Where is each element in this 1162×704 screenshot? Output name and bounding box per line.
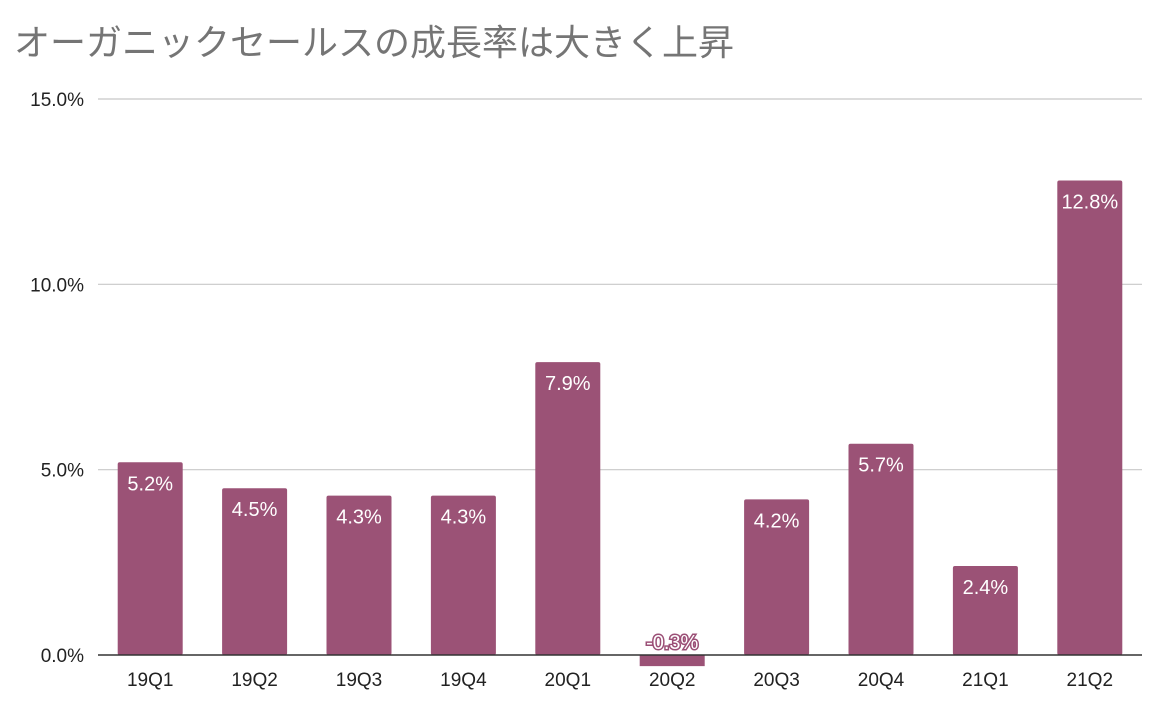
x-tick-label: 19Q4 [440, 670, 487, 691]
data-label: 4.2% [754, 510, 800, 532]
x-tick-label: 21Q1 [962, 670, 1008, 691]
x-tick-label: 20Q1 [545, 670, 591, 691]
bars [117, 180, 1123, 667]
y-tick-label: 10.0% [30, 275, 84, 296]
chart-title: オーガニックセールスの成長率は大きく上昇 [14, 23, 735, 64]
bar [639, 655, 705, 667]
bar [326, 495, 392, 655]
x-tick-label: 19Q3 [336, 670, 382, 691]
x-tick-label: 20Q2 [649, 670, 695, 691]
x-tick-label: 19Q2 [231, 670, 277, 691]
x-tick-label: 21Q2 [1067, 670, 1113, 691]
bar [848, 443, 914, 655]
x-tick-label: 20Q4 [858, 670, 905, 691]
data-label: 4.5% [232, 499, 278, 521]
data-label: 4.3% [441, 507, 487, 529]
bar [535, 362, 601, 655]
data-label: 7.9% [545, 373, 591, 395]
x-tick-label: 19Q1 [127, 670, 173, 691]
data-label: -0.3% [646, 632, 698, 654]
data-label: 12.8% [1061, 192, 1118, 214]
gridlines [98, 98, 1142, 471]
y-axis-ticks: 0.0% 5.0% 10.0% 15.0% [30, 90, 84, 667]
bar [117, 462, 183, 655]
bar [1057, 180, 1123, 655]
data-label: 5.7% [858, 455, 904, 477]
bar [430, 495, 496, 655]
y-tick-label: 5.0% [41, 461, 84, 482]
x-axis-ticks: 19Q1 19Q2 19Q3 19Q4 20Q1 20Q2 20Q3 20Q4 21Q1 21Q2 [127, 670, 1113, 691]
bar [222, 488, 288, 655]
data-label: 4.3% [336, 507, 382, 529]
y-tick-label: 0.0% [41, 646, 84, 667]
bar [744, 499, 810, 655]
data-label: 2.4% [963, 577, 1009, 599]
bar [952, 566, 1018, 655]
data-labels: 5.2% 4.5% 4.3% 4.3% 7.9% -0.3% 4.2% 5.7% 2.4% 12.… [127, 192, 1118, 656]
x-tick-label: 20Q3 [753, 670, 799, 691]
data-label: 5.2% [127, 473, 173, 495]
y-tick-label: 15.0% [30, 90, 84, 111]
